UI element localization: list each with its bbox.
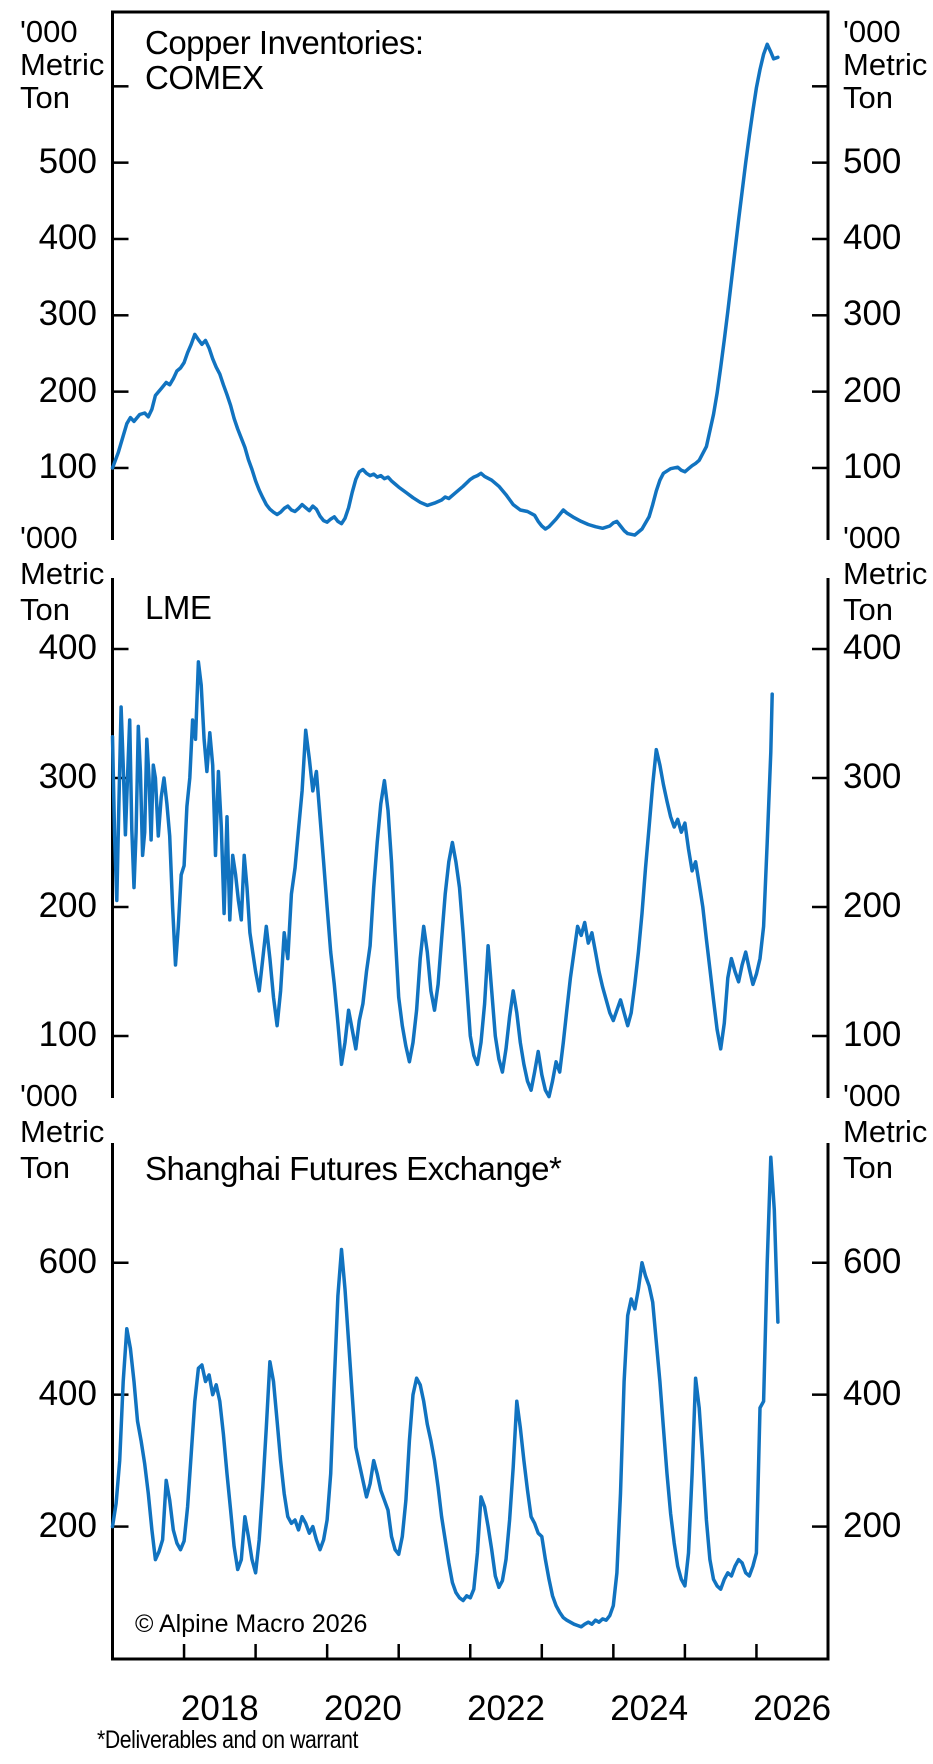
y-tick-label-right-2-600: 600	[843, 1241, 902, 1281]
chart-title-1-line1: LME	[145, 589, 212, 626]
y-axis-unit-left-2-line1: '000	[20, 1078, 78, 1113]
copyright-notice: © Alpine Macro 2026	[135, 1610, 368, 1638]
y-axis-unit-right-0-line1: '000	[843, 14, 901, 49]
y-tick-label-left-0-200: 200	[38, 370, 97, 410]
y-axis-unit-left-1-line2: Metric	[20, 556, 105, 591]
y-axis-unit-left-1-line1: '000	[20, 520, 78, 555]
y-tick-label-left-2-600: 600	[38, 1241, 97, 1281]
y-axis-unit-left-0-line2: Metric	[20, 47, 105, 82]
y-tick-label-left-0-400: 400	[38, 217, 97, 257]
y-axis-unit-right-0-line3: Ton	[843, 80, 893, 115]
y-tick-label-left-0-100: 100	[38, 446, 97, 486]
y-tick-label-left-1-400: 400	[38, 628, 97, 667]
y-axis-unit-right-1-line1: '000	[843, 520, 901, 555]
y-axis-unit-left-0-line1: '000	[20, 14, 78, 49]
chart-title-2-line1: Shanghai Futures Exchange*	[145, 1150, 562, 1187]
y-tick-label-left-1-100: 100	[38, 1015, 97, 1054]
x-axis-label-2024: 2024	[610, 1689, 689, 1728]
y-tick-label-left-2-400: 400	[38, 1373, 97, 1413]
chart-title-0-line1: Copper Inventories:	[145, 24, 424, 61]
x-axis-label-2018: 2018	[180, 1689, 259, 1728]
shanghai-futures-exchange-series-line	[110, 1155, 780, 1629]
y-tick-label-left-2-200: 200	[38, 1505, 97, 1545]
y-axis-unit-left-2-line2: Metric	[20, 1114, 105, 1149]
y-tick-label-right-0-500: 500	[843, 141, 902, 181]
x-axis-label-2020: 2020	[323, 1689, 402, 1728]
chart-title-0-line2: COMEX	[145, 59, 264, 96]
y-axis-unit-left-1-line3: Ton	[20, 592, 70, 627]
y-axis-unit-left-2-line3: Ton	[20, 1150, 70, 1185]
y-tick-label-left-0-300: 300	[38, 294, 97, 334]
y-tick-label-right-0-200: 200	[843, 370, 902, 410]
y-tick-label-right-1-100: 100	[843, 1015, 902, 1054]
chart-footnote: *Deliverables and on warrant	[97, 1726, 358, 1754]
comex-series-line	[110, 42, 780, 537]
y-tick-label-right-1-400: 400	[843, 628, 902, 667]
y-axis-unit-left-0-line3: Ton	[20, 80, 70, 115]
y-tick-label-right-0-300: 300	[843, 294, 902, 334]
y-axis-unit-right-0-line2: Metric	[843, 47, 928, 82]
y-axis-unit-right-1-line3: Ton	[843, 592, 893, 627]
y-tick-label-right-2-200: 200	[843, 1505, 902, 1545]
x-axis-label-2026: 2026	[753, 1689, 832, 1728]
lme-series-line	[110, 660, 774, 1099]
y-axis-unit-right-2-line1: '000	[843, 1078, 901, 1113]
y-tick-label-right-0-100: 100	[843, 446, 902, 486]
y-axis-unit-right-2-line3: Ton	[843, 1150, 893, 1185]
y-tick-label-right-1-300: 300	[843, 757, 902, 796]
x-axis-label-2022: 2022	[467, 1689, 545, 1728]
y-tick-label-right-1-200: 200	[843, 886, 902, 925]
y-tick-label-right-0-400: 400	[843, 217, 902, 257]
y-axis-unit-right-2-line2: Metric	[843, 1114, 928, 1149]
y-tick-label-left-1-200: 200	[38, 886, 97, 925]
y-tick-label-left-0-500: 500	[38, 141, 97, 181]
y-axis-unit-right-1-line2: Metric	[843, 556, 928, 591]
y-tick-label-right-2-400: 400	[843, 1373, 902, 1413]
y-tick-label-left-1-300: 300	[38, 757, 97, 796]
